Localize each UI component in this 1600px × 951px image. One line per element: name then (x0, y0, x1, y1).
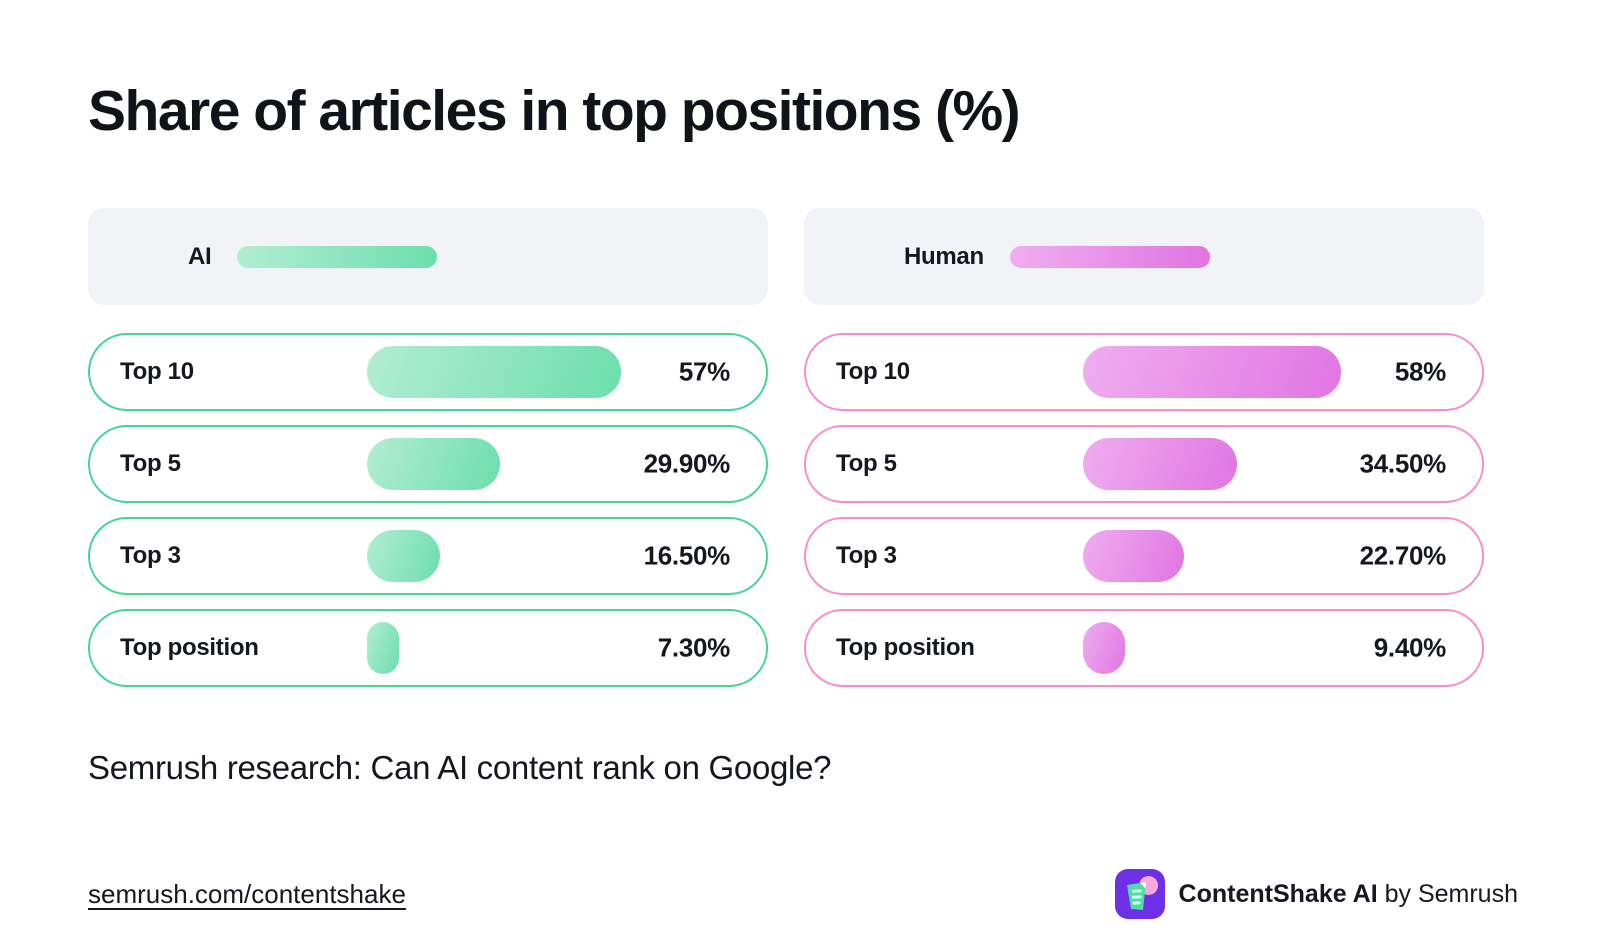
row-value: 16.50% (643, 540, 731, 571)
contentshake-logo-icon (1114, 869, 1165, 919)
panel-human: Human Top 10 58% Top 5 34.50% Top 3 22.7… (804, 208, 1484, 687)
bar-ai-top-position (367, 622, 399, 674)
row-label: Top 5 (120, 450, 181, 477)
row-value: 57% (678, 356, 730, 387)
brand-byline: by Semrush (1377, 879, 1518, 908)
row-label: Top 10 (120, 358, 194, 385)
bar-row-ai-top5: Top 5 29.90% (88, 425, 768, 503)
panel-ai: AI Top 10 57% Top 5 29.90% Top 3 16.50% … (88, 208, 768, 687)
row-value: 9.40% (1373, 632, 1447, 663)
bar-human-top5 (1083, 438, 1237, 490)
brand-name: ContentShake AI (1178, 879, 1378, 908)
chart-columns: AI Top 10 57% Top 5 29.90% Top 3 16.50% … (88, 208, 1512, 687)
row-label: Top 10 (836, 358, 910, 385)
footer-link[interactable]: semrush.com/contentshake (88, 878, 406, 909)
legend-label-ai: AI (188, 242, 212, 270)
row-value: 22.70% (1359, 540, 1447, 571)
bar-row-ai-top3: Top 3 16.50% (88, 517, 768, 595)
bar-ai-top5 (367, 438, 500, 490)
legend-swatch-human (1009, 245, 1210, 268)
bar-human-top-position (1083, 622, 1125, 674)
legend-label-human: Human (904, 242, 984, 270)
row-label: Top 3 (836, 542, 897, 569)
legend-card-ai: AI (88, 208, 768, 305)
bar-row-ai-top-position: Top position 7.30% (88, 609, 768, 687)
bar-row-human-top5: Top 5 34.50% (804, 425, 1484, 503)
bar-row-human-top3: Top 3 22.70% (804, 517, 1484, 595)
row-label: Top 5 (836, 450, 897, 477)
footer: semrush.com/contentshake ContentShake AI… (88, 869, 1518, 919)
bar-ai-top3 (367, 530, 440, 582)
row-value: 58% (1394, 356, 1446, 387)
row-value: 34.50% (1359, 448, 1447, 479)
bar-human-top3 (1083, 530, 1184, 582)
legend-swatch-ai (237, 245, 438, 268)
row-label: Top position (120, 634, 259, 661)
brand: ContentShake AI by Semrush (1114, 869, 1518, 919)
row-label: Top position (836, 634, 975, 661)
page-title: Share of articles in top positions (%) (88, 79, 1021, 143)
bar-row-human-top-position: Top position 9.40% (804, 609, 1484, 687)
bar-human-top10 (1083, 346, 1341, 398)
legend-card-human: Human (804, 208, 1484, 305)
bar-row-ai-top10: Top 10 57% (88, 333, 768, 411)
research-caption: Semrush research: Can AI content rank on… (88, 749, 832, 786)
bar-ai-top10 (367, 346, 621, 398)
brand-text: ContentShake AI by Semrush (1179, 880, 1518, 909)
row-value: 29.90% (643, 448, 731, 479)
row-value: 7.30% (657, 632, 731, 663)
bar-row-human-top10: Top 10 58% (804, 333, 1484, 411)
row-label: Top 3 (120, 542, 181, 569)
